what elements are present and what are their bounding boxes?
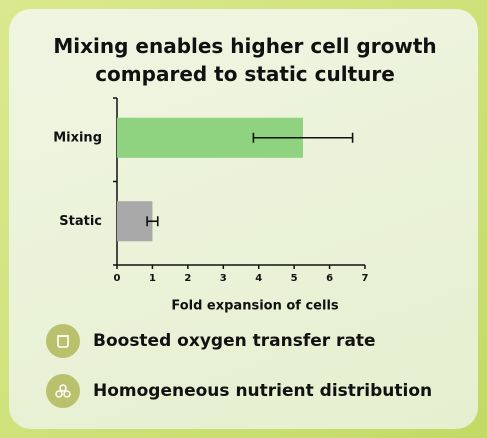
y-tick-label: Static: [59, 214, 102, 229]
feature-label: Boosted oxygen transfer rate: [93, 331, 376, 351]
feature-icon: [46, 324, 80, 358]
x-tick-label: 7: [362, 273, 369, 284]
y-tick-label: Mixing: [53, 130, 102, 145]
x-tick-label: 4: [255, 273, 262, 284]
icon-glyph: [57, 335, 69, 348]
icon-glyph: [55, 384, 71, 398]
x-tick-label: 6: [326, 273, 333, 284]
x-tick-label: 5: [291, 273, 298, 284]
feature-icon: [46, 374, 80, 408]
x-tick-label: 0: [114, 273, 121, 284]
chart-title: Mixing enables higher cell growth compar…: [53, 34, 437, 86]
x-axis-label: Fold expansion of cells: [171, 299, 339, 314]
error-bar: [252, 132, 354, 143]
x-tick-label: 3: [220, 273, 227, 284]
x-tick-label: 1: [149, 273, 156, 284]
feature: Homogeneous nutrient distribution: [46, 374, 432, 408]
feature-label: Homogeneous nutrient distribution: [93, 381, 433, 401]
error-bar: [146, 216, 159, 227]
card: [9, 9, 478, 429]
x-tick-label: 2: [184, 273, 191, 284]
feature: Boosted oxygen transfer rate: [46, 324, 376, 358]
